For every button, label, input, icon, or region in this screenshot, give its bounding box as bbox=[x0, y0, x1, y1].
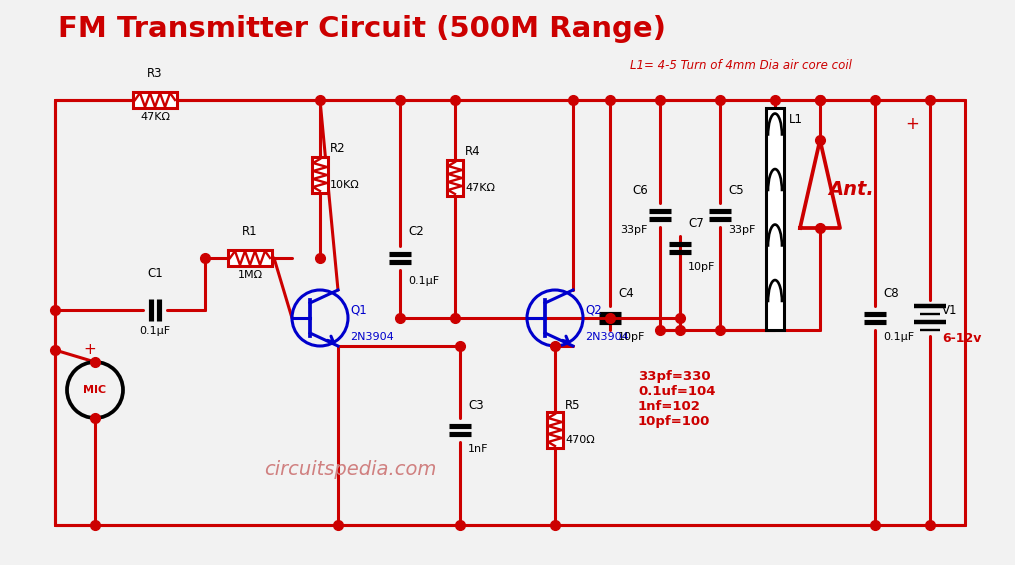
Text: 0.1µF: 0.1µF bbox=[139, 326, 171, 336]
Text: 33pF: 33pF bbox=[728, 225, 755, 235]
Text: C7: C7 bbox=[688, 217, 703, 230]
Bar bbox=[228, 250, 272, 266]
Text: C5: C5 bbox=[728, 184, 744, 197]
Text: +: + bbox=[83, 342, 96, 357]
Text: 47KΩ: 47KΩ bbox=[140, 112, 170, 122]
Text: 2N3904: 2N3904 bbox=[585, 332, 628, 342]
Text: 10KΩ: 10KΩ bbox=[330, 180, 359, 190]
Text: Q2: Q2 bbox=[585, 303, 602, 316]
Text: 47KΩ: 47KΩ bbox=[465, 183, 495, 193]
Text: 10pF: 10pF bbox=[618, 332, 646, 342]
Text: 10pF: 10pF bbox=[688, 262, 716, 272]
Text: FM Transmitter Circuit (500M Range): FM Transmitter Circuit (500M Range) bbox=[58, 15, 666, 43]
Text: C3: C3 bbox=[468, 399, 483, 412]
Text: 33pF: 33pF bbox=[620, 225, 648, 235]
Text: R3: R3 bbox=[147, 67, 162, 80]
Text: circuitspedia.com: circuitspedia.com bbox=[264, 460, 436, 479]
Text: C1: C1 bbox=[147, 267, 162, 280]
Text: 1nF: 1nF bbox=[468, 444, 488, 454]
Text: L1: L1 bbox=[789, 113, 803, 126]
Bar bbox=[766, 108, 784, 330]
Text: R4: R4 bbox=[465, 145, 481, 158]
Bar bbox=[312, 157, 328, 193]
Text: 33pf=330
0.1uf=104
1nf=102
10pf=100: 33pf=330 0.1uf=104 1nf=102 10pf=100 bbox=[638, 370, 716, 428]
Text: R5: R5 bbox=[565, 399, 581, 412]
Text: 2N3904: 2N3904 bbox=[350, 332, 394, 342]
Text: +: + bbox=[905, 115, 919, 133]
Text: 470Ω: 470Ω bbox=[565, 435, 595, 445]
Text: R1: R1 bbox=[243, 225, 258, 238]
Bar bbox=[133, 92, 177, 108]
Text: R2: R2 bbox=[330, 142, 346, 155]
Text: 6-12v: 6-12v bbox=[942, 332, 982, 345]
Text: 0.1µF: 0.1µF bbox=[408, 276, 439, 286]
Text: 1MΩ: 1MΩ bbox=[238, 270, 263, 280]
Bar bbox=[547, 412, 563, 448]
Text: C6: C6 bbox=[632, 184, 648, 197]
Text: 0.1µF: 0.1µF bbox=[883, 332, 915, 342]
Text: L1= 4-5 Turn of 4mm Dia air core coil: L1= 4-5 Turn of 4mm Dia air core coil bbox=[630, 59, 852, 72]
Text: Ant.: Ant. bbox=[828, 180, 874, 199]
Text: MIC: MIC bbox=[83, 385, 107, 395]
Text: C2: C2 bbox=[408, 225, 423, 238]
Text: C4: C4 bbox=[618, 287, 633, 300]
Text: C8: C8 bbox=[883, 287, 898, 300]
Text: V1: V1 bbox=[942, 303, 957, 316]
Text: Q1: Q1 bbox=[350, 303, 366, 316]
Bar bbox=[447, 160, 463, 196]
